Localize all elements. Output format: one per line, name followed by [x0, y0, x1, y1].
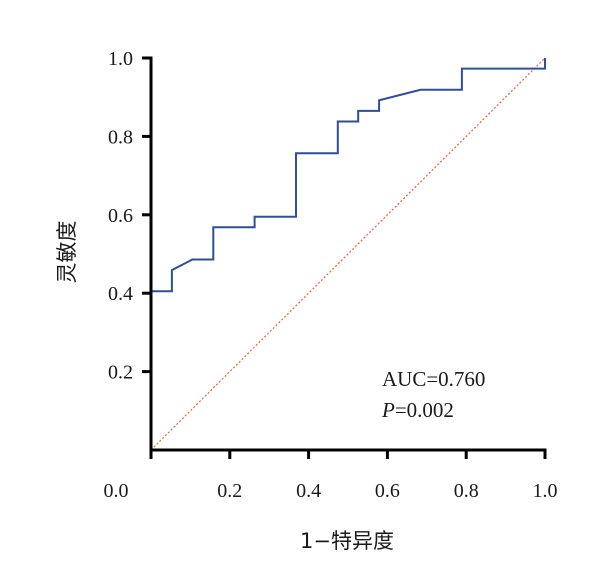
- x-tick-label: 0.6: [375, 480, 400, 502]
- x-tick-label: 0.4: [296, 480, 321, 502]
- p-value-number: =0.002: [395, 398, 454, 422]
- p-value-letter: P: [381, 398, 395, 422]
- x-axis-title: 1−特异度: [300, 529, 394, 553]
- x-axis-ticks: 0.0 0.2 0.4 0.6 0.8 1.0: [104, 450, 558, 502]
- y-tick-label: 1.0: [108, 48, 133, 70]
- y-tick-label: 0.2: [108, 362, 133, 384]
- p-value-annotation: P=0.002: [381, 398, 454, 422]
- y-axis-title: 灵敏度: [55, 221, 79, 284]
- roc-curve-line: [150, 58, 546, 450]
- y-tick-label: 0.8: [108, 126, 133, 148]
- reference-diagonal-line: [150, 57, 546, 451]
- x-tick-label: 0.0: [104, 480, 129, 502]
- x-tick-label: 0.8: [454, 480, 479, 502]
- auc-annotation: AUC=0.760: [382, 367, 485, 391]
- y-tick-label: 0.4: [108, 283, 133, 305]
- y-axis-ticks: 0.2 0.4 0.6 0.8 1.0: [108, 48, 151, 384]
- x-tick-label: 0.2: [217, 480, 242, 502]
- y-tick-label: 0.6: [108, 205, 133, 227]
- x-tick-label: 1.0: [533, 480, 558, 502]
- series-layer: [150, 57, 546, 451]
